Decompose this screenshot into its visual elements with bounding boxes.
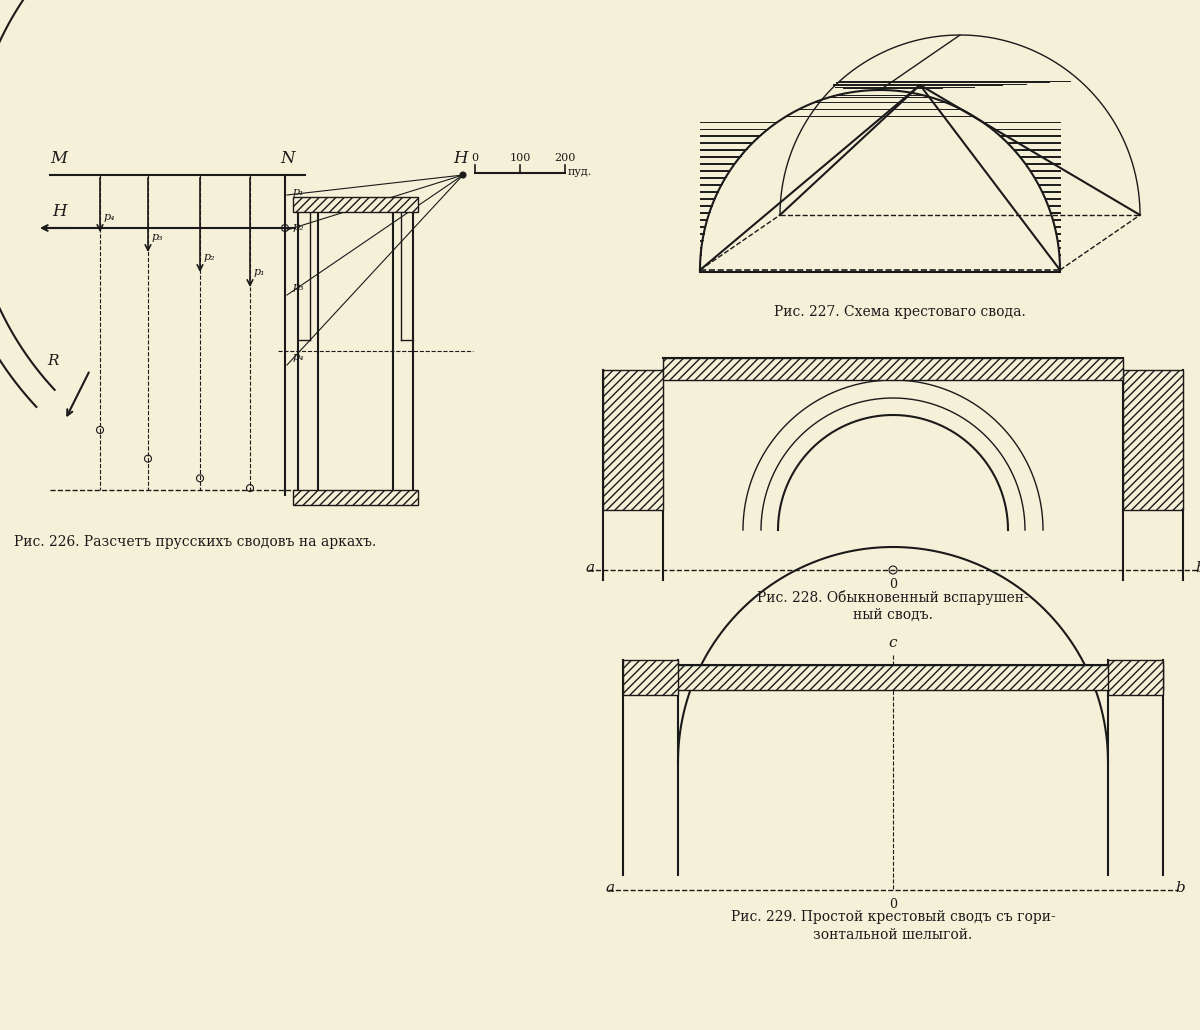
Text: p₄: p₄ (293, 352, 305, 362)
Polygon shape (293, 197, 418, 212)
Text: 100: 100 (509, 153, 530, 163)
Text: Рис. 227. Схема крестоваго свода.: Рис. 227. Схема крестоваго свода. (774, 305, 1026, 319)
Text: Рис. 228. Обыкновенный вспарушен-: Рис. 228. Обыкновенный вспарушен- (757, 590, 1028, 605)
Polygon shape (623, 665, 1163, 690)
Text: a: a (586, 561, 594, 575)
Text: b: b (1195, 561, 1200, 575)
Polygon shape (1108, 660, 1163, 695)
Text: p₃: p₃ (152, 232, 163, 242)
Text: p₃: p₃ (293, 282, 305, 291)
Text: p₂: p₂ (293, 222, 305, 232)
Text: пуд.: пуд. (568, 167, 593, 177)
Polygon shape (293, 490, 418, 505)
Text: p₁: p₁ (293, 187, 305, 197)
Text: Рис. 226. Разсчетъ прусскихъ сводовъ на аркахъ.: Рис. 226. Разсчетъ прусскихъ сводовъ на … (14, 535, 376, 549)
Polygon shape (623, 660, 678, 695)
Text: 200: 200 (554, 153, 576, 163)
Text: c: c (889, 636, 898, 650)
Text: H: H (52, 203, 66, 220)
Text: p₂: p₂ (204, 252, 216, 262)
Text: N: N (280, 150, 294, 167)
Text: b: b (1175, 881, 1184, 895)
Polygon shape (604, 370, 662, 510)
Text: зонтальной шелыгой.: зонтальной шелыгой. (814, 928, 973, 942)
Circle shape (460, 172, 466, 178)
Text: ный сводъ.: ный сводъ. (853, 608, 932, 622)
Text: M: M (50, 150, 67, 167)
Polygon shape (662, 358, 1123, 380)
Text: 0: 0 (472, 153, 479, 163)
Text: R: R (47, 354, 59, 368)
Text: H: H (454, 150, 468, 167)
Text: 0: 0 (889, 578, 898, 591)
Text: 0: 0 (889, 898, 898, 911)
Text: a: a (605, 881, 614, 895)
Polygon shape (1123, 370, 1183, 510)
Text: Рис. 229. Простой крестовый сводъ съ гори-: Рис. 229. Простой крестовый сводъ съ гор… (731, 909, 1055, 924)
Text: p₄: p₄ (104, 212, 115, 222)
Text: p₁: p₁ (254, 267, 265, 277)
